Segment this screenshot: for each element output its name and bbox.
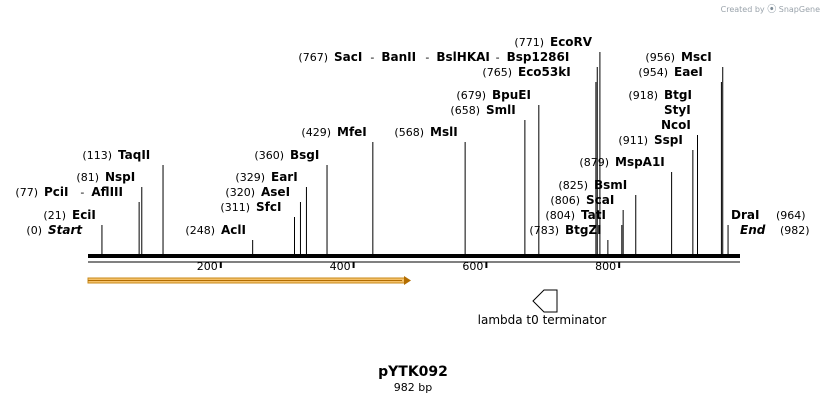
snapgene-credit: Created by ⦿ SnapGene xyxy=(721,2,820,15)
site-name-tati: TatI xyxy=(581,208,606,222)
site-name-sfci: SfcI xyxy=(256,200,281,214)
tick-label-600: 600 xyxy=(462,260,483,273)
site-name-drai: DraI xyxy=(731,208,759,222)
site-name-smli: SmlI xyxy=(486,103,516,117)
site-name-afliii: AflIII xyxy=(91,185,123,199)
site-name-saci: SacI xyxy=(334,50,362,64)
site-pos-eari: (329) xyxy=(235,171,265,184)
snapgene-logo-icon: ⦿ xyxy=(767,5,777,15)
site-pos-ecii: (21) xyxy=(43,209,66,222)
site-pos-pcii: (77) xyxy=(15,186,38,199)
site-pos-ecorv: (771) xyxy=(514,36,544,49)
site-pos-msci: (956) xyxy=(645,51,675,64)
site-pos-eaei: (954) xyxy=(638,66,668,79)
site-name-msci: MscI xyxy=(681,50,712,64)
tick-label-200: 200 xyxy=(197,260,218,273)
site-name-mspa1i: MspA1I xyxy=(615,155,665,169)
site-name-start: Start xyxy=(48,223,83,237)
tick-label-800: 800 xyxy=(595,260,616,273)
plasmid-size: 982 bp xyxy=(393,381,433,394)
site-separator: - xyxy=(80,186,84,199)
site-name-bpuei: BpuEI xyxy=(492,88,531,102)
plasmid-name: pYTK092 xyxy=(378,364,448,380)
site-pos-start: (0) xyxy=(26,224,42,237)
site-separator: - xyxy=(370,51,374,64)
site-pos-taqii: (113) xyxy=(82,149,112,162)
site-pos-mfei: (429) xyxy=(301,126,331,139)
site-pos-bpuei: (679) xyxy=(456,89,486,102)
site-pos-drai: (964) xyxy=(776,209,806,222)
tick-label-400: 400 xyxy=(330,260,351,273)
site-pos-acli: (248) xyxy=(185,224,215,237)
site-name-btgi: BtgI xyxy=(664,88,692,102)
site-name-eaei: EaeI xyxy=(674,65,703,79)
site-pos-bsmi: (825) xyxy=(558,179,588,192)
credit-brand: SnapGene xyxy=(778,5,820,14)
site-name-btgzi: BtgZI xyxy=(565,223,602,237)
site-name-ecii: EciI xyxy=(72,208,96,222)
site-name-bsp1286i: Bsp1286I xyxy=(507,50,570,64)
site-pos-nspi: (81) xyxy=(76,171,99,184)
site-name-ecorv: EcoRV xyxy=(550,35,593,49)
site-name-pcii: PciI xyxy=(44,185,69,199)
site-name-eco53ki: Eco53kI xyxy=(518,65,571,79)
site-pos-scai: (806) xyxy=(550,194,580,207)
site-pos-btgi: (918) xyxy=(628,89,658,102)
site-pos-saci: (767) xyxy=(298,51,328,64)
site-name-bslhkai: BslHKAI xyxy=(436,50,490,64)
site-name-scai: ScaI xyxy=(586,193,614,207)
site-pos-end: (982) xyxy=(780,224,810,237)
lambda-t0-terminator-arrow[interactable] xyxy=(532,289,558,313)
site-pos-sspi: (911) xyxy=(618,134,648,147)
site-pos-tati: (804) xyxy=(545,209,575,222)
site-pos-eco53ki: (765) xyxy=(482,66,512,79)
feature-label: lambda t0 terminator xyxy=(477,313,607,327)
site-name-sspi: SspI xyxy=(654,133,683,147)
site-separator: - xyxy=(496,51,500,64)
site-name-msli: MslI xyxy=(430,125,458,139)
site-separator: - xyxy=(425,51,429,64)
site-name-ncoi: NcoI xyxy=(661,118,691,132)
site-name-acli: AclI xyxy=(221,223,246,237)
orange-feature-arrow[interactable] xyxy=(87,276,411,285)
site-pos-msli: (568) xyxy=(394,126,424,139)
site-name-taqii: TaqII xyxy=(118,148,150,162)
credit-prefix: Created by xyxy=(720,5,765,14)
site-pos-sfci: (311) xyxy=(220,201,250,214)
site-name-asei: AseI xyxy=(261,185,290,199)
site-pos-smli: (658) xyxy=(450,104,480,117)
site-pos-bsgi: (360) xyxy=(254,149,284,162)
backbone-line xyxy=(88,254,740,258)
site-name-bsgi: BsgI xyxy=(290,148,319,162)
site-name-end: End xyxy=(740,223,766,237)
site-pos-btgzi: (783) xyxy=(529,224,559,237)
site-name-mfei: MfeI xyxy=(337,125,367,139)
site-name-eari: EarI xyxy=(271,170,298,184)
site-pos-asei: (320) xyxy=(225,186,255,199)
site-name-styi: StyI xyxy=(664,103,691,117)
site-name-bsmi: BsmI xyxy=(594,178,627,192)
site-name-banii: BanII xyxy=(381,50,416,64)
site-name-nspi: NspI xyxy=(105,170,135,184)
site-pos-mspa1i: (879) xyxy=(579,156,609,169)
